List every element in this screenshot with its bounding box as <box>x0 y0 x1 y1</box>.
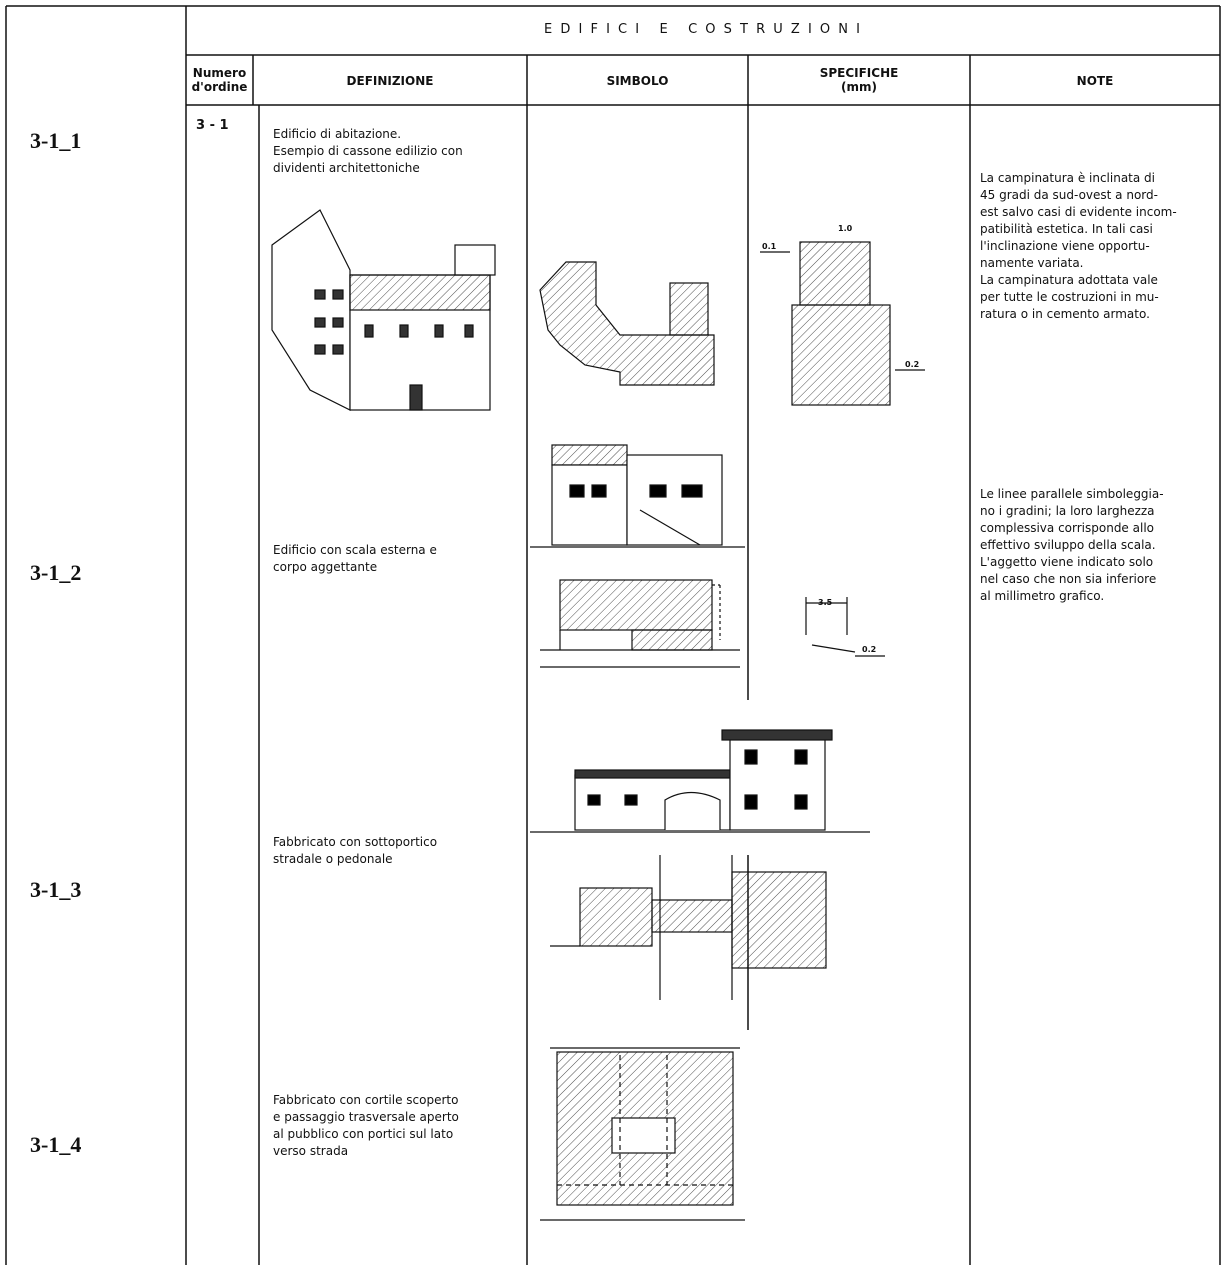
spec-label: 0.2 <box>905 360 920 369</box>
definition: Edificio con scala esterna e corpo agget… <box>273 543 437 574</box>
column-header: SPECIFICHE (mm) <box>819 66 899 94</box>
row-id: 3-1_1 <box>30 128 82 153</box>
column-header: Numero d'ordine <box>191 66 248 94</box>
row-id: 3-1_4 <box>30 1132 82 1157</box>
spec-label: 0.1 <box>762 242 777 251</box>
spec-label: 3.5 <box>818 598 833 607</box>
row-number: 3 - 1 <box>196 118 229 133</box>
column-header: DEFINIZIONE <box>346 74 434 88</box>
column-header: NOTE <box>1076 74 1114 88</box>
definition: Edificio di abitazione. Esempio di casso… <box>273 127 463 175</box>
note: Le linee parallele simboleggia- no i gra… <box>980 487 1164 603</box>
row-id: 3-1_2 <box>30 560 82 585</box>
row-id: 3-1_3 <box>30 877 82 902</box>
spec-label: 1.0 <box>838 224 853 233</box>
definition: Fabbricato con cortile scoperto e passag… <box>273 1093 459 1158</box>
definition: Fabbricato con sottoportico stradale o p… <box>273 835 438 866</box>
spec-label: 0.2 <box>862 645 877 654</box>
note: La campinatura è inclinata di 45 gradi d… <box>980 171 1177 321</box>
column-header: SIMBOLO <box>606 74 669 88</box>
table-title: E D I F I C I E C O S T R U Z I O N I <box>544 22 862 37</box>
